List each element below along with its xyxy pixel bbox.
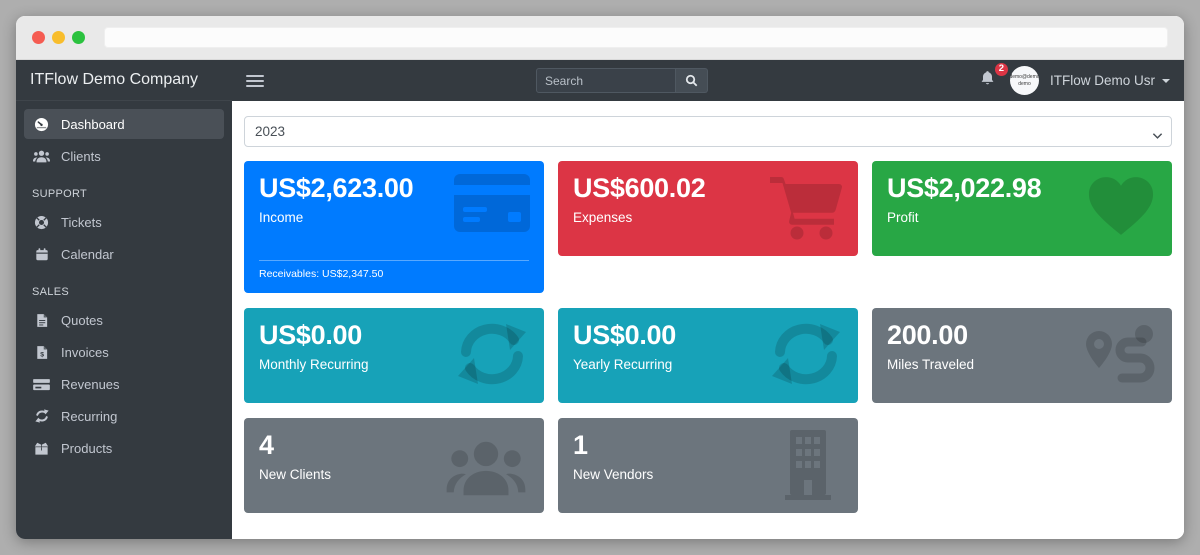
sidebar-item-recurring[interactable]: Recurring [24,401,224,431]
avatar[interactable]: demo@demo demo [1009,66,1039,95]
tachometer-icon [32,117,51,132]
bell-icon [980,71,995,90]
browser-titlebar [16,16,1184,60]
address-bar[interactable] [104,27,1168,48]
sync-icon [770,321,842,387]
user-menu-button[interactable]: ITFlow Demo Usr [1050,73,1170,88]
close-window-button[interactable] [32,31,45,44]
shopping-cart-icon [766,175,846,241]
search-input[interactable] [536,68,676,93]
building-icon [784,428,832,502]
sidebar-item-invoices[interactable]: $ Invoices [24,337,224,367]
navbar-right: 2 demo@demo demo ITFlow Demo Usr [976,63,1170,95]
file-icon [32,313,51,328]
sidebar-item-clients[interactable]: Clients [24,141,224,171]
card-label: Profit [887,209,919,225]
calendar-icon [32,247,51,262]
miles-traveled-card[interactable]: 200.00 Miles Traveled [872,308,1172,403]
sidebar-item-label: Calendar [61,246,114,262]
svg-text:$: $ [40,351,44,358]
sidebar-section-sales: SALES [32,286,69,298]
browser-window: ITFlow Demo Company Dashboard Clients SU… [16,16,1184,539]
notification-badge: 2 [994,63,1008,76]
sidebar-item-calendar[interactable]: Calendar [24,239,224,269]
expenses-card[interactable]: US$600.02 Expenses [558,161,858,256]
avatar-text-line1: demo@demo [1009,73,1039,80]
file-invoice-icon: $ [32,345,51,360]
card-value: US$0.00 [573,320,676,350]
yearly-recurring-card[interactable]: US$0.00 Yearly Recurring [558,308,858,403]
card-footer: Receivables: US$2,347.50 [259,260,529,280]
sidebar-item-label: Clients [61,148,101,164]
card-label: Expenses [573,209,633,225]
top-navbar: 2 demo@demo demo ITFlow Demo Usr [232,60,1184,101]
sync-icon [456,321,528,387]
year-filter: 2023 [244,116,1172,147]
brand-link[interactable]: ITFlow Demo Company [16,60,232,101]
card-label: New Vendors [573,466,654,482]
search-icon [685,74,698,87]
card-value: 200.00 [887,320,968,350]
new-vendors-card[interactable]: 1 New Vendors [558,418,858,513]
notifications-button[interactable]: 2 [976,63,1008,93]
heart-icon [1086,175,1156,237]
income-card[interactable]: US$2,623.00 Income Receivables: US$2,347… [244,161,544,293]
sidebar-item-label: Invoices [61,344,109,360]
menu-toggle-button[interactable] [246,74,264,87]
sidebar-item-tickets[interactable]: Tickets [24,207,224,237]
card-label: Miles Traveled [887,356,975,372]
card-label: Monthly Recurring [259,356,369,372]
monthly-recurring-card[interactable]: US$0.00 Monthly Recurring [244,308,544,403]
profit-card[interactable]: US$2,022.98 Profit [872,161,1172,256]
sidebar-item-label: Products [61,440,113,456]
credit-card-icon [454,174,530,232]
sidebar-item-label: Tickets [61,214,102,230]
sidebar-nav: Dashboard Clients SUPPORT Tickets [16,101,232,473]
chevron-down-icon [1162,78,1170,83]
card-value: 1 [573,430,588,460]
sidebar-item-label: Recurring [61,408,118,424]
navbar-search [536,68,708,93]
app-body: ITFlow Demo Company Dashboard Clients SU… [16,60,1184,539]
maximize-window-button[interactable] [72,31,85,44]
card-label: Income [259,209,304,225]
sidebar-item-dashboard[interactable]: Dashboard [24,109,224,139]
card-label: Yearly Recurring [573,356,673,372]
sidebar-item-label: Dashboard [61,116,125,132]
route-icon [1084,322,1158,384]
avatar-text-line2: demo [1018,80,1031,87]
search-button[interactable] [676,68,708,93]
year-select[interactable]: 2023 [244,116,1172,147]
user-name: ITFlow Demo Usr [1049,73,1155,88]
sidebar-section-support: SUPPORT [32,188,88,200]
users-icon [442,438,530,498]
card-value: US$600.02 [573,173,706,203]
card-value: US$2,623.00 [259,173,414,203]
main-area: 2 demo@demo demo ITFlow Demo Usr [232,60,1184,539]
minimize-window-button[interactable] [52,31,65,44]
users-icon [32,149,51,163]
stats-grid: US$2,623.00 Income Receivables: US$2,347… [244,161,1172,513]
sidebar-item-label: Quotes [61,312,103,328]
box-icon [32,442,51,455]
sidebar: ITFlow Demo Company Dashboard Clients SU… [16,60,232,539]
life-ring-icon [32,215,51,230]
money-check-icon [32,378,51,391]
sidebar-item-revenues[interactable]: Revenues [24,369,224,399]
sidebar-item-products[interactable]: Products [24,433,224,463]
dashboard-content: 2023 US$2,623.00 Income Receivables [232,101,1184,539]
new-clients-card[interactable]: 4 New Clients [244,418,544,513]
card-value: US$2,022.98 [887,173,1042,203]
card-value: US$0.00 [259,320,362,350]
card-value: 4 [259,430,274,460]
sync-icon [32,409,51,423]
card-label: New Clients [259,466,332,482]
sidebar-item-quotes[interactable]: Quotes [24,305,224,335]
sidebar-item-label: Revenues [61,376,120,392]
